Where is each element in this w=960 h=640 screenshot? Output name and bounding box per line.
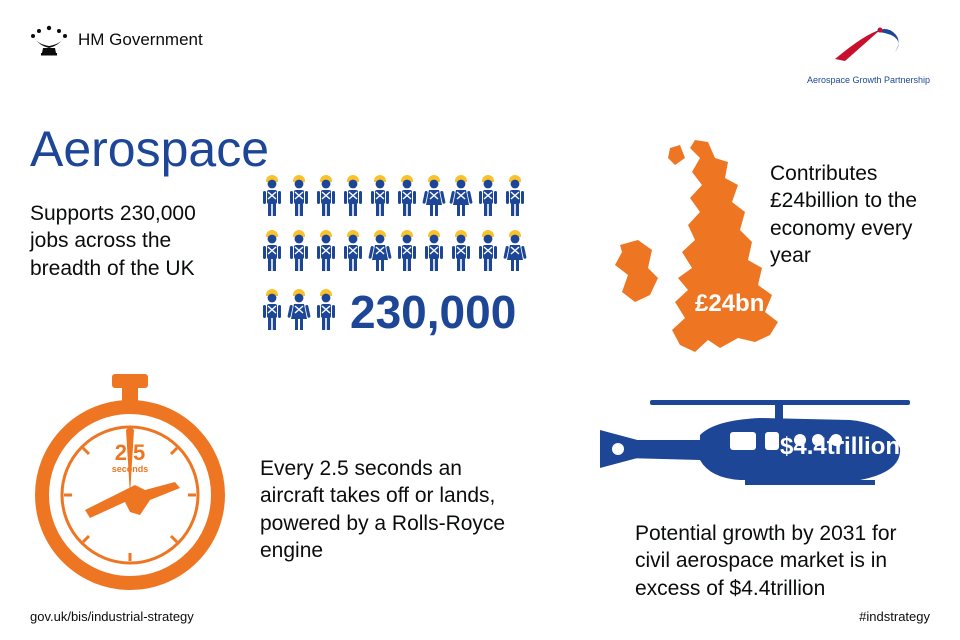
person-icon bbox=[476, 230, 500, 272]
person-icon bbox=[260, 230, 284, 272]
stopwatch-caption: Every 2.5 seconds an aircraft takes off … bbox=[260, 455, 520, 564]
person-icon bbox=[503, 230, 527, 272]
person-icon bbox=[287, 230, 311, 272]
crown-icon bbox=[30, 24, 68, 56]
person-icon bbox=[314, 175, 338, 217]
footer-url: gov.uk/bis/industrial-strategy bbox=[30, 609, 194, 624]
person-icon bbox=[368, 230, 392, 272]
hm-government-logo: HM Government bbox=[30, 24, 203, 56]
agp-swoosh-icon bbox=[825, 24, 911, 66]
person-icon bbox=[476, 175, 500, 217]
stopwatch-block: 2.5 seconds bbox=[30, 370, 230, 595]
person-icon bbox=[368, 175, 392, 217]
uk-map-value: £24bn bbox=[695, 290, 764, 318]
people-row bbox=[260, 175, 527, 222]
people-row bbox=[260, 289, 338, 336]
person-icon bbox=[395, 230, 419, 272]
page-title: Aerospace bbox=[30, 120, 269, 178]
person-icon bbox=[422, 175, 446, 217]
person-icon bbox=[503, 175, 527, 217]
person-icon bbox=[395, 175, 419, 217]
stopwatch-icon: 2.5 seconds bbox=[30, 370, 230, 590]
person-icon bbox=[314, 230, 338, 272]
people-row bbox=[260, 230, 527, 277]
footer: gov.uk/bis/industrial-strategy #indstrat… bbox=[30, 609, 930, 624]
people-pictogram: 230,000 bbox=[260, 175, 527, 339]
person-icon bbox=[341, 230, 365, 272]
person-icon bbox=[260, 289, 284, 331]
person-icon bbox=[449, 230, 473, 272]
agp-label: Aerospace Growth Partnership bbox=[807, 75, 930, 85]
person-icon bbox=[287, 175, 311, 217]
person-icon bbox=[422, 230, 446, 272]
jobs-number: 230,000 bbox=[350, 285, 516, 339]
jobs-caption: Supports 230,000 jobs across the breadth… bbox=[30, 200, 240, 282]
helicopter-block: $4.4trillion bbox=[590, 380, 940, 515]
person-icon bbox=[314, 289, 338, 331]
header: HM Government Aerospace Growth Partnersh… bbox=[30, 24, 930, 85]
person-icon bbox=[260, 175, 284, 217]
person-icon bbox=[287, 289, 311, 331]
agp-logo: Aerospace Growth Partnership bbox=[807, 24, 930, 85]
person-icon bbox=[449, 175, 473, 217]
hm-government-label: HM Government bbox=[78, 30, 203, 50]
helicopter-caption: Potential growth by 2031 for civil aeros… bbox=[635, 520, 925, 602]
footer-hashtag: #indstrategy bbox=[859, 609, 930, 624]
helicopter-value: $4.4trillion bbox=[780, 433, 900, 461]
person-icon bbox=[341, 175, 365, 217]
uk-caption: Contributes £24billion to the economy ev… bbox=[770, 160, 950, 269]
